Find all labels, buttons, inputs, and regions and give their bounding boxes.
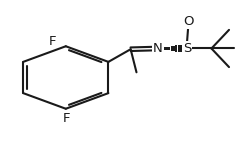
Text: N: N — [153, 42, 163, 55]
Text: S: S — [183, 42, 191, 55]
Text: F: F — [63, 112, 71, 125]
Text: F: F — [49, 35, 57, 48]
Text: O: O — [183, 15, 193, 28]
